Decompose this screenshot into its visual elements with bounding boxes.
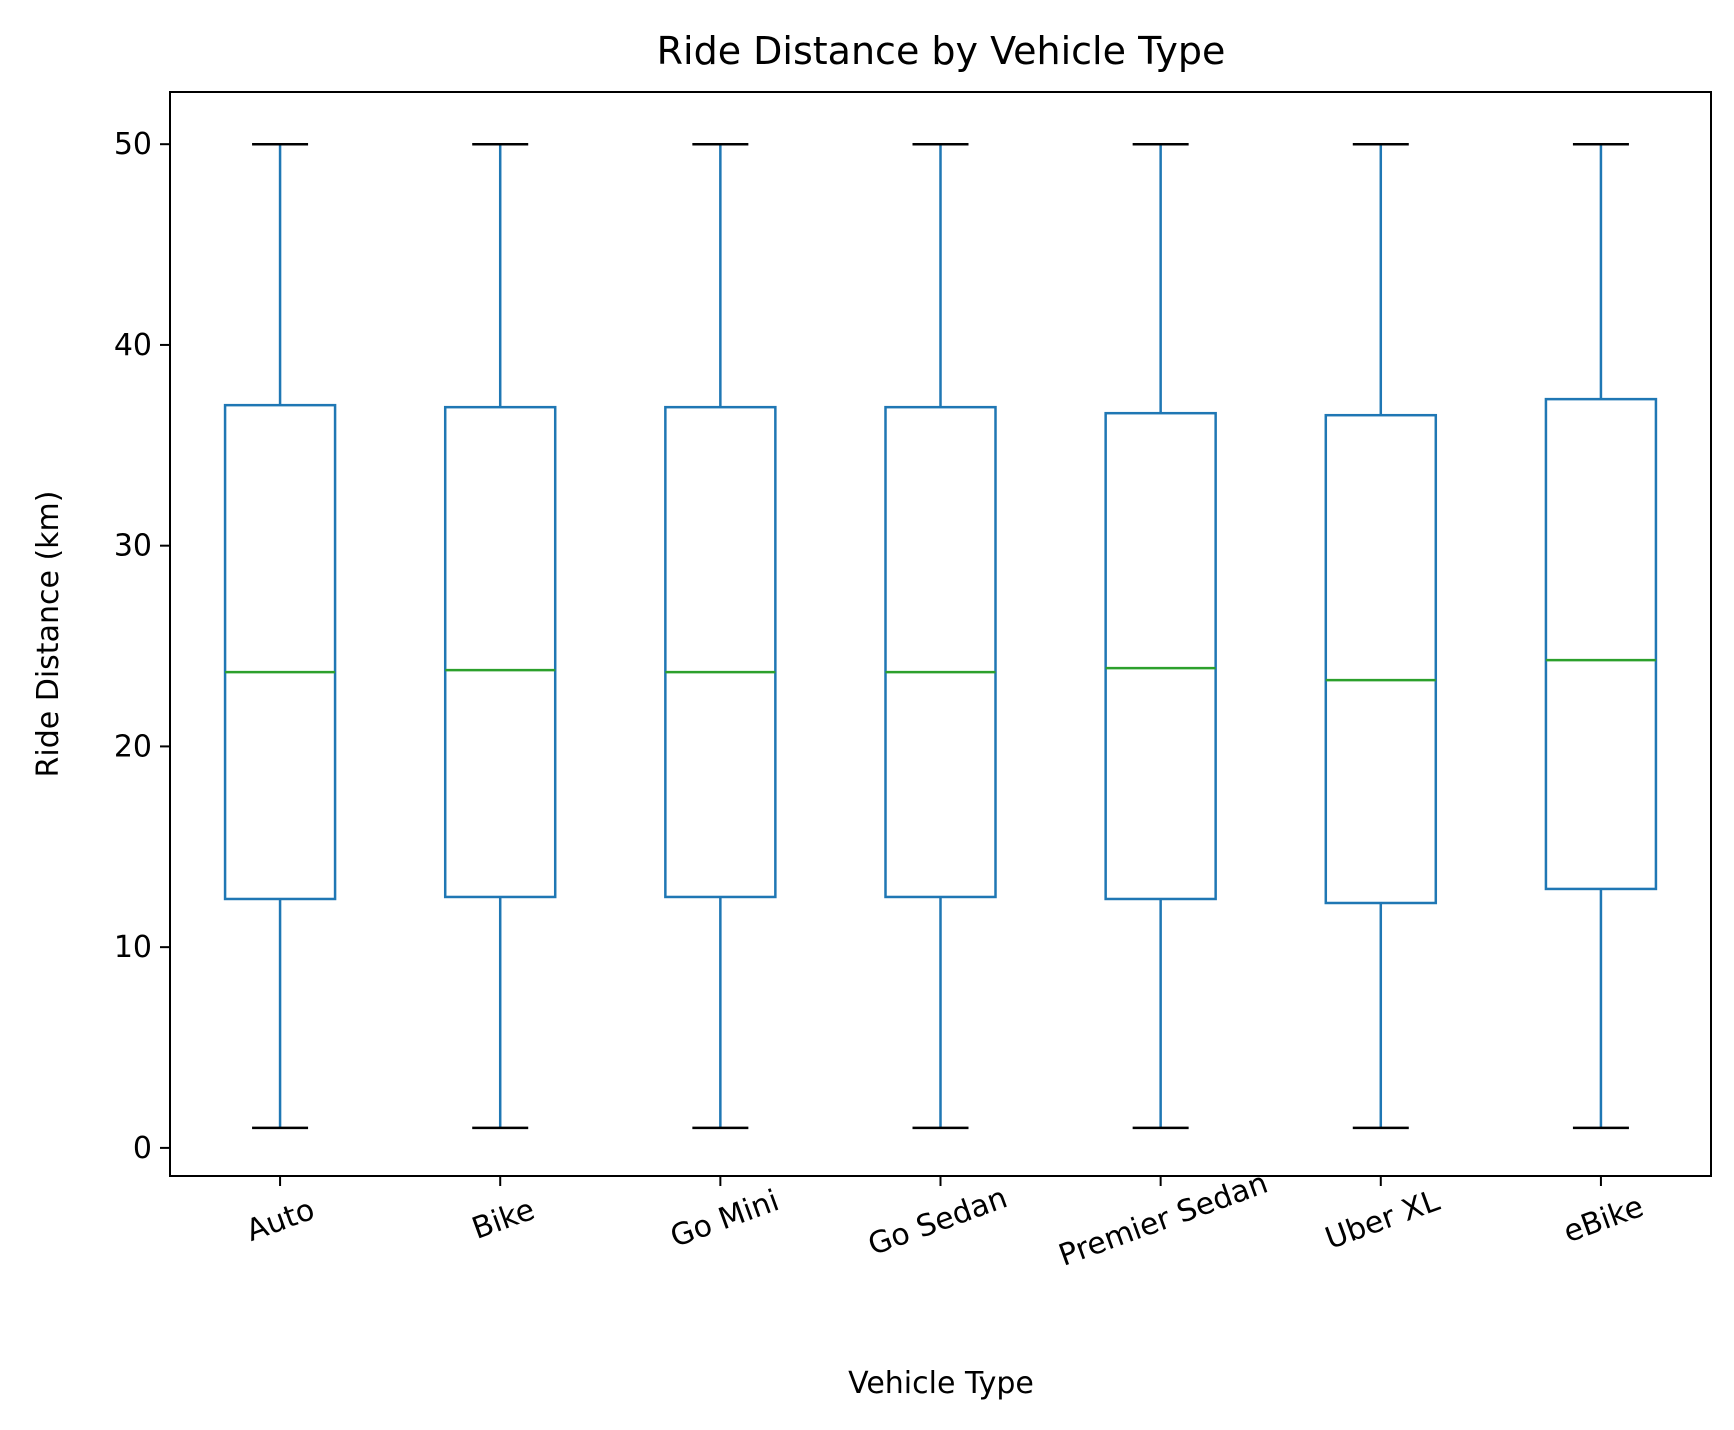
iqr-box — [223, 403, 337, 901]
y-tick-label: 50 — [114, 127, 152, 162]
box-group — [664, 142, 777, 1130]
y-tick-label: 10 — [114, 930, 152, 965]
y-tick-label: 0 — [133, 1131, 152, 1166]
box-plots — [223, 142, 1658, 1130]
box-group — [223, 142, 337, 1130]
iqr-box — [1104, 411, 1217, 901]
y-axis: 0 10 20 30 40 50 — [114, 127, 170, 1166]
box-group — [1324, 142, 1438, 1130]
iqr-box — [1324, 413, 1438, 905]
box-group — [443, 142, 557, 1130]
chart-title: Ride Distance by Vehicle Type — [657, 29, 1226, 73]
iqr-box — [443, 405, 557, 899]
y-axis-title: Ride Distance (km) — [31, 491, 66, 778]
box-group — [1104, 142, 1217, 1130]
box-group — [884, 142, 997, 1130]
y-tick-label: 40 — [114, 328, 152, 363]
box-group — [1544, 142, 1658, 1130]
iqr-box — [664, 405, 777, 899]
iqr-box — [884, 405, 997, 899]
iqr-box — [1544, 397, 1658, 891]
y-tick-label: 30 — [114, 529, 152, 564]
x-axis-title: Vehicle Type — [848, 1366, 1034, 1401]
y-tick-label: 20 — [114, 729, 152, 764]
